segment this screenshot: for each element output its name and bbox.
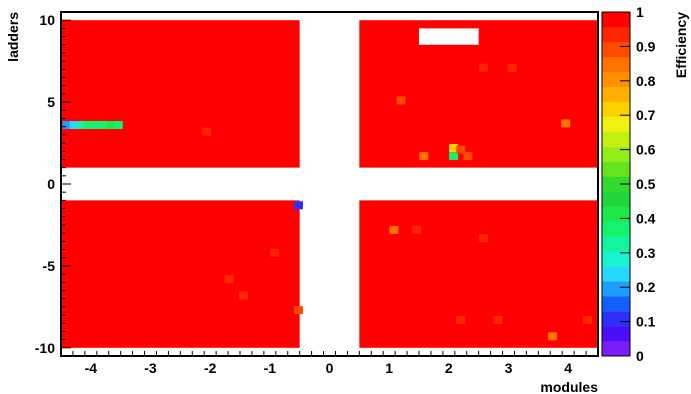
- x-tick-label-8: 4: [564, 360, 572, 376]
- colorbar-tick-label-6: 0.6: [636, 142, 656, 158]
- heatmap-cell-3: [84, 121, 94, 130]
- colorbar-segment-13: [602, 146, 630, 162]
- heatmap-cell-4: [92, 121, 102, 130]
- heatmap-cell-1: [69, 121, 79, 130]
- colorbar-segment-2: [602, 311, 630, 327]
- heatmap-region-top-right: [359, 20, 598, 168]
- colorbar: 0 0.1 0.2 0.3 0.4 0.5 0.6 0.7 0.8 0.9 1: [601, 4, 656, 364]
- heatmap-cell-0: [62, 121, 72, 130]
- x-tick-label-1: -3: [144, 360, 157, 376]
- x-tick-label-4: 0: [326, 360, 334, 376]
- heatmap-cell-28: [548, 332, 558, 341]
- colorbar-tick-label-10: 1: [636, 4, 644, 20]
- colorbar-segment-18: [602, 71, 630, 87]
- colorbar-label: Efficiency: [673, 12, 689, 78]
- heatmap-cell-15: [419, 152, 429, 161]
- heatmap-cell-18: [456, 145, 466, 154]
- x-tick-label-5: 1: [385, 360, 393, 376]
- colorbar-segment-7: [602, 236, 630, 252]
- heatmap-cell-22: [561, 119, 571, 128]
- colorbar-segment-21: [602, 26, 630, 43]
- colorbar-segment-6: [602, 251, 630, 267]
- heatmap-cell-7: [113, 121, 123, 130]
- colorbar-segment-5: [602, 266, 630, 282]
- colorbar-segment-8: [602, 221, 630, 237]
- heatmap-cell-16: [449, 143, 459, 152]
- colorbar-tick-label-0: 0: [636, 348, 644, 364]
- heatmap-cell-13: [293, 306, 303, 315]
- heatmap-cell-20: [478, 63, 488, 72]
- heatmap-cell-26: [456, 315, 466, 324]
- heatmap-cell-23: [389, 225, 399, 234]
- heatmap-cell-29: [582, 315, 592, 324]
- x-axis-label: modules: [540, 379, 598, 394]
- colorbar-segment-15: [602, 116, 630, 132]
- heatmap-cell-17: [449, 152, 459, 161]
- colorbar-tick-label-1: 0.1: [636, 314, 656, 330]
- y-axis-label: ladders: [5, 12, 21, 62]
- heatmap-region-bottom-left: [61, 200, 300, 348]
- heatmap-cell-11: [224, 275, 234, 284]
- colorbar-tick-label-7: 0.7: [636, 107, 656, 123]
- x-tick-label-2: -2: [204, 360, 217, 376]
- heatmap-cell-19: [463, 152, 473, 161]
- colorbar-segment-16: [602, 101, 630, 117]
- colorbar-segment-10: [602, 191, 630, 207]
- x-tick-label-7: 3: [505, 360, 513, 376]
- colorbar-segment-22: [602, 12, 630, 28]
- colorbar-tick-label-5: 0.5: [636, 176, 656, 192]
- colorbar-segment-3: [602, 296, 630, 312]
- y-tick-label-0: -10: [35, 340, 55, 356]
- heatmap-cell-25: [478, 234, 488, 243]
- heatmap-cell-9: [293, 201, 303, 210]
- heatmap-cell-12: [239, 291, 249, 300]
- colorbar-tick-label-9: 0.9: [636, 38, 656, 54]
- y-tick-label-1: -5: [43, 258, 56, 274]
- x-tick-label-3: -1: [264, 360, 277, 376]
- y-tick-label-4: 10: [39, 12, 55, 28]
- heatmap-region-bottom-right: [359, 200, 598, 348]
- colorbar-segment-0: [602, 341, 630, 357]
- heatmap-cell-6: [106, 121, 116, 130]
- heatmap-region-top-left: [61, 20, 300, 168]
- colorbar-segment-9: [602, 206, 630, 222]
- heatmap-cell-21: [507, 63, 517, 72]
- x-tick-label-0: -4: [85, 360, 98, 376]
- colorbar-segment-4: [602, 281, 630, 297]
- colorbar-tick-label-2: 0.2: [636, 279, 656, 295]
- colorbar-segment-19: [602, 56, 630, 73]
- heatmap-cell-10: [270, 248, 280, 257]
- heatmap-empty-cell-0: [419, 28, 479, 45]
- colorbar-tick-label-8: 0.8: [636, 73, 656, 89]
- y-tick-label-3: 5: [47, 94, 55, 110]
- heatmap-cell-24: [412, 225, 422, 234]
- heatmap-cell-14: [396, 96, 406, 105]
- heatmap-cell-8: [202, 127, 212, 136]
- colorbar-segment-12: [602, 161, 630, 177]
- x-tick-label-6: 2: [445, 360, 453, 376]
- colorbar-tick-label-4: 0.4: [636, 210, 656, 226]
- y-tick-label-2: 0: [47, 176, 55, 192]
- colorbar-segment-14: [602, 131, 630, 147]
- heatmap-cell-5: [99, 121, 109, 130]
- colorbar-segment-17: [602, 86, 630, 102]
- colorbar-segment-1: [602, 326, 630, 342]
- colorbar-tick-label-3: 0.3: [636, 245, 656, 261]
- heatmap-cell-2: [77, 121, 87, 130]
- heatmap-cell-27: [493, 315, 503, 324]
- colorbar-segment-20: [602, 41, 630, 58]
- colorbar-segment-11: [602, 176, 630, 192]
